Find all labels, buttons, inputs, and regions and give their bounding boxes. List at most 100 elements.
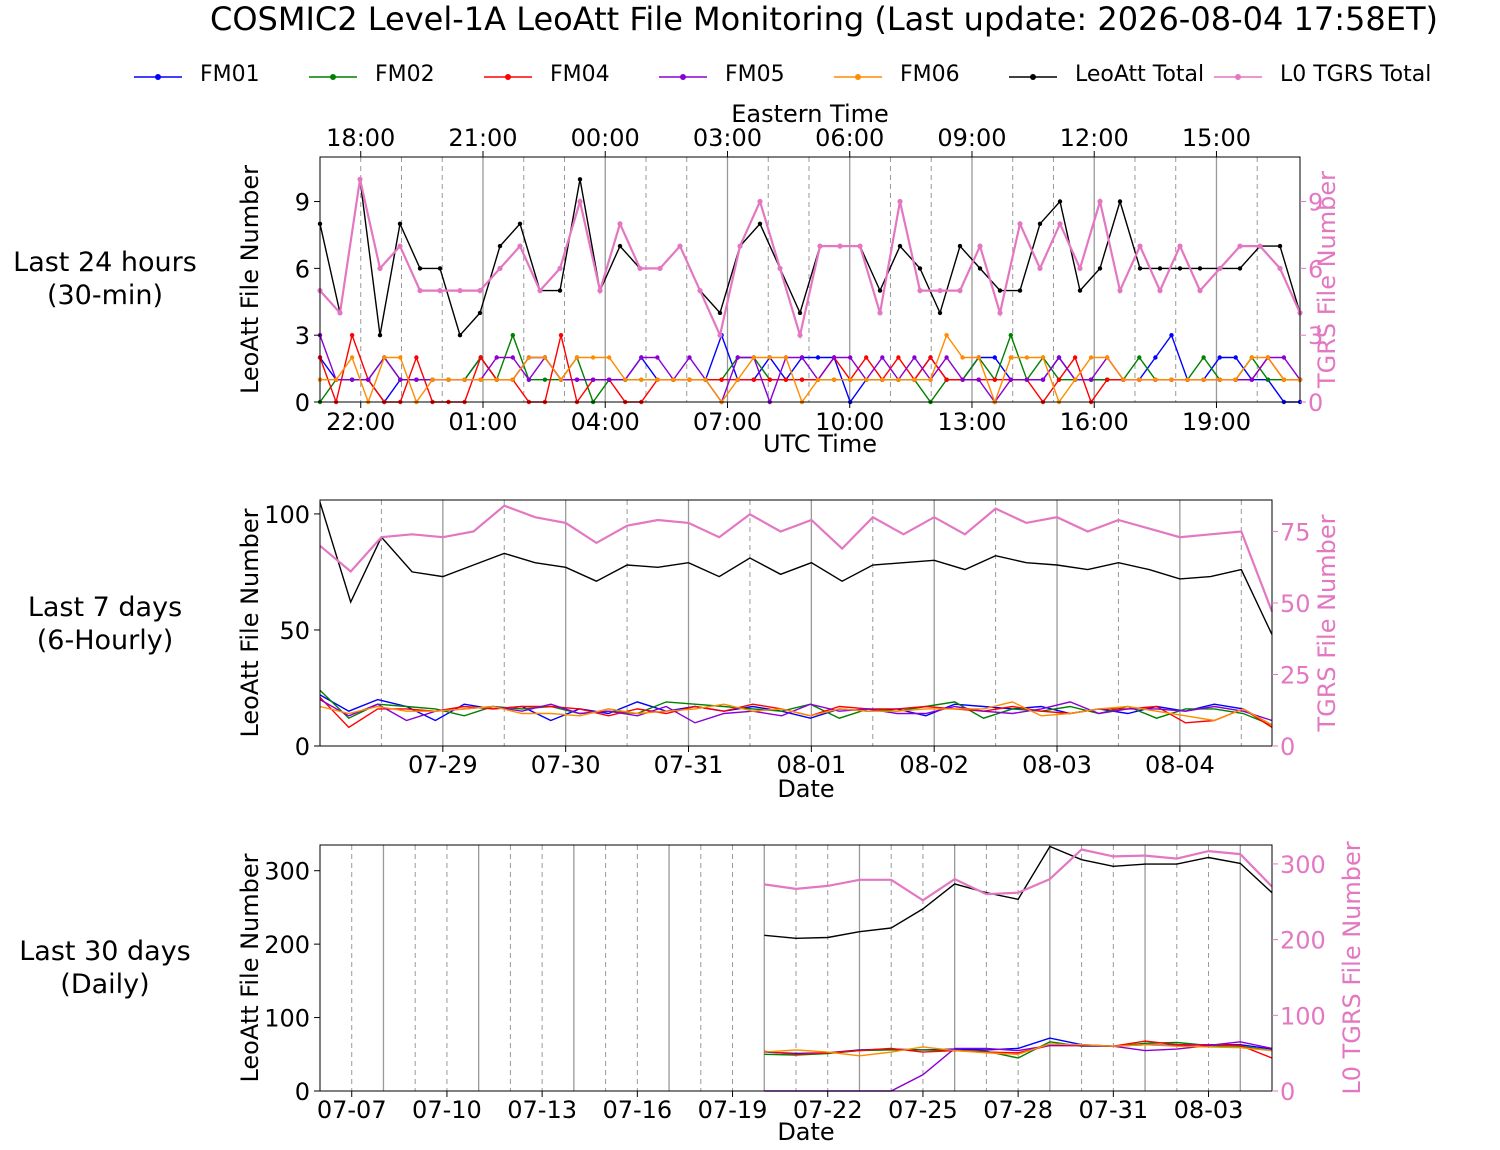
y-tick-label: 6 <box>295 255 310 283</box>
y2-tick-label: 100 <box>1280 1002 1326 1030</box>
point-leoatt-total <box>457 333 463 338</box>
point-l0-tgrs-total <box>637 265 643 271</box>
x-tick-label: 08-03 <box>1022 751 1092 779</box>
point-l0-tgrs-total <box>957 288 963 294</box>
point-leoatt-total <box>1097 266 1103 271</box>
point-l0-tgrs-total <box>1097 198 1103 205</box>
legend-label-leoatt-total: LeoAtt Total <box>1075 62 1205 87</box>
point-l0-tgrs-total <box>457 288 463 294</box>
point-leoatt-total <box>437 266 443 271</box>
x-tick-label: 07-31 <box>1078 1096 1148 1124</box>
point-leoatt-total <box>1177 266 1183 271</box>
x-tick-label: 07-10 <box>412 1096 482 1124</box>
top-x-tick-label: 09:00 <box>937 124 1006 152</box>
legend-marker <box>1235 74 1241 80</box>
point-fm06 <box>751 355 756 360</box>
point-fm05 <box>912 355 917 360</box>
point-fm06 <box>382 355 387 360</box>
y-tick-label: 3 <box>295 322 310 350</box>
page-title: COSMIC2 Level-1A LeoAtt File Monitoring … <box>210 0 1438 38</box>
point-fm04 <box>478 355 483 360</box>
x-tick-label: 10:00 <box>815 408 884 436</box>
x-tick-label: 07-22 <box>793 1096 863 1124</box>
x-tick-label: 07-30 <box>531 751 601 779</box>
point-leoatt-total <box>557 288 563 293</box>
point-fm06 <box>1040 355 1046 360</box>
point-fm02 <box>510 333 515 338</box>
point-l0-tgrs-total <box>797 332 803 338</box>
point-fm06 <box>783 355 789 360</box>
point-fm06 <box>1153 377 1158 382</box>
top-x-tick-label: 06:00 <box>815 124 884 152</box>
series-l0-tgrs-total <box>319 504 1274 612</box>
top-x-tick-label: 21:00 <box>448 124 517 152</box>
legend-swatch-fm02 <box>309 74 357 80</box>
series-line-fm06 <box>764 1043 1273 1057</box>
point-fm06 <box>848 377 853 382</box>
point-l0-tgrs-total <box>1197 288 1203 294</box>
point-fm06 <box>542 355 548 360</box>
point-fm06 <box>671 377 676 382</box>
point-fm02 <box>1008 333 1013 338</box>
row-label-24h-line2: (30-min) <box>46 280 164 311</box>
y-tick-label: 9 <box>295 189 310 217</box>
point-leoatt-total <box>1157 266 1163 271</box>
legend-marker <box>1030 74 1036 80</box>
point-l0-tgrs-total <box>1217 265 1223 271</box>
y2-tick-label: 0 <box>1280 733 1295 761</box>
y-axis-label: LeoAtt File Number <box>236 853 264 1082</box>
point-l0-tgrs-total <box>617 221 623 227</box>
point-fm02 <box>1137 355 1142 360</box>
point-fm06 <box>574 355 580 360</box>
point-fm04 <box>1056 377 1062 382</box>
series-leoatt-total <box>764 845 1273 940</box>
point-fm04 <box>414 355 419 360</box>
legend-swatch-fm04 <box>484 74 532 80</box>
x-tick-label: 08-04 <box>1145 751 1215 779</box>
y-tick-label: 100 <box>264 501 310 529</box>
row-label-7d-line2: (6-Hourly) <box>36 625 174 656</box>
plot-frame <box>319 844 1273 1092</box>
point-fm06 <box>526 355 532 360</box>
point-fm04 <box>992 377 997 382</box>
point-fm02 <box>1201 355 1206 360</box>
y-tick-label: 0 <box>295 389 310 417</box>
x-tick-label: 16:00 <box>1060 408 1129 436</box>
point-l0-tgrs-total <box>377 265 383 271</box>
y-tick-label: 100 <box>264 1005 310 1033</box>
point-fm05 <box>1281 355 1287 360</box>
top-x-tick-label: 12:00 <box>1060 124 1129 152</box>
point-l0-tgrs-total <box>697 288 703 294</box>
point-fm06 <box>1008 355 1013 360</box>
series-l0-tgrs-total <box>317 176 1303 340</box>
point-fm06 <box>333 377 339 382</box>
point-fm02 <box>1265 377 1271 382</box>
point-fm05 <box>510 355 515 360</box>
x-tick-label: 08-02 <box>899 751 969 779</box>
point-leoatt-total <box>937 310 943 316</box>
x-tick-label: 07-07 <box>317 1096 387 1124</box>
legend-marker <box>330 74 336 80</box>
point-leoatt-total <box>377 333 383 338</box>
point-leoatt-total <box>1077 288 1083 293</box>
point-fm05 <box>960 377 965 382</box>
point-l0-tgrs-total <box>337 310 343 316</box>
point-l0-tgrs-total <box>1057 221 1063 227</box>
point-l0-tgrs-total <box>1277 265 1283 271</box>
point-l0-tgrs-total <box>937 288 943 294</box>
point-fm06 <box>430 377 435 382</box>
point-leoatt-total <box>517 221 523 226</box>
point-fm02 <box>542 377 548 382</box>
legend-label-fm04: FM04 <box>550 62 610 87</box>
point-fm05 <box>1056 355 1062 360</box>
legend-marker <box>505 74 511 80</box>
row-label-24h: Last 24 hours (30-min) <box>0 246 210 312</box>
point-fm06 <box>880 377 885 382</box>
point-fm06 <box>960 355 965 360</box>
point-fm05 <box>1008 377 1013 382</box>
x-tick-label: 07-16 <box>602 1096 672 1124</box>
series-line-leoatt-total <box>319 502 1273 635</box>
point-leoatt-total <box>897 243 903 249</box>
series-fm04 <box>764 1040 1273 1059</box>
point-fm05 <box>655 355 660 360</box>
